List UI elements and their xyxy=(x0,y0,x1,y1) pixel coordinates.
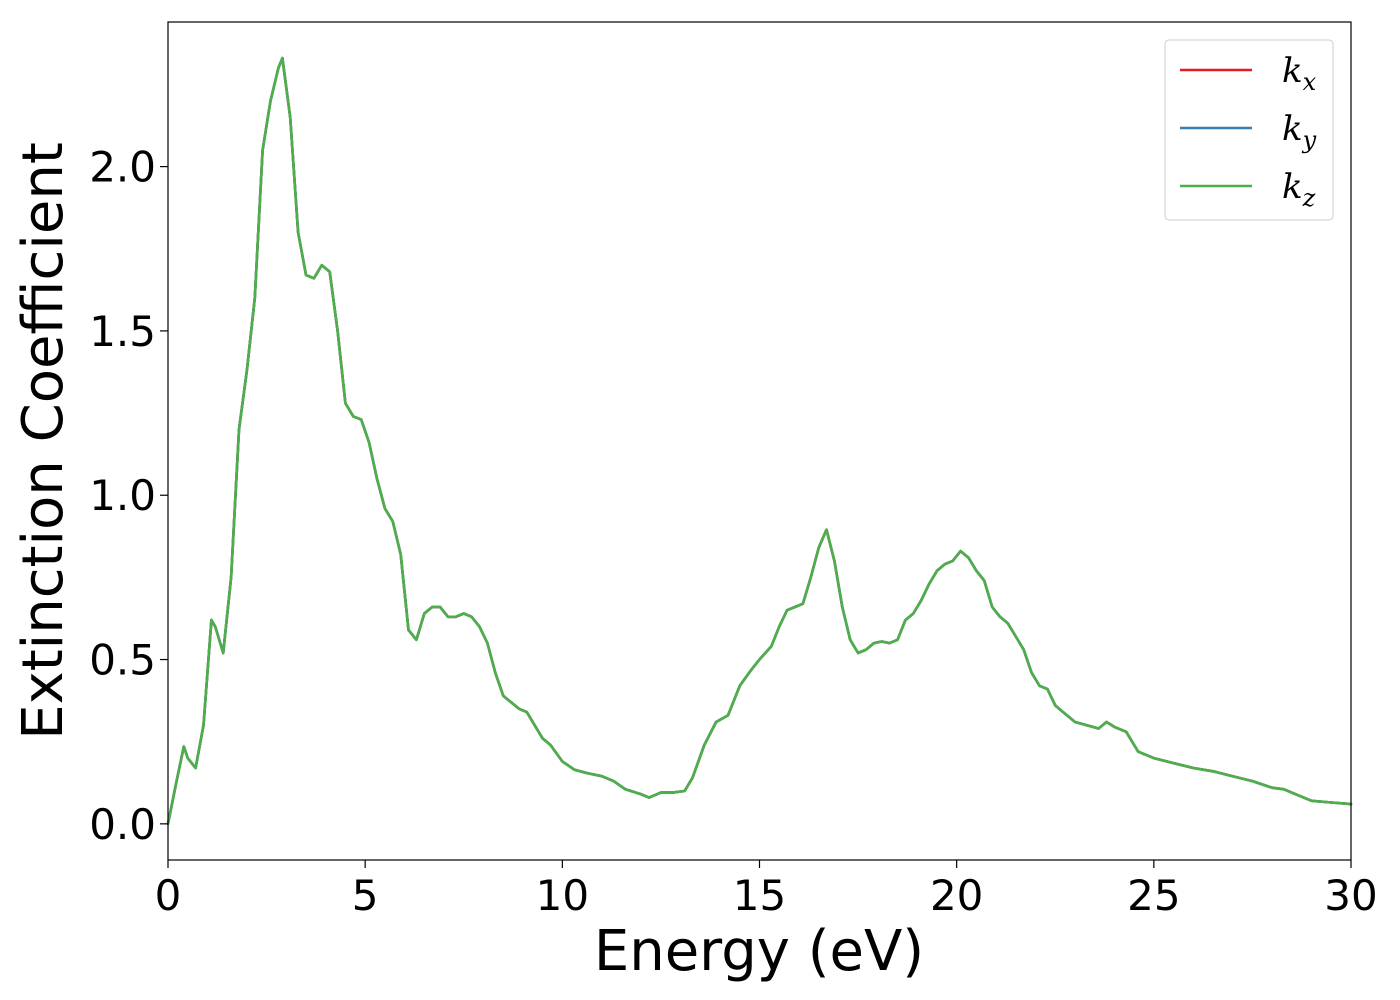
x-tick-label: 5 xyxy=(352,871,379,920)
x-axis-label: Energy (eV) xyxy=(594,919,924,984)
y-tick-label: 1.0 xyxy=(89,471,156,520)
y-tick-label: 1.5 xyxy=(89,307,156,356)
series-line-k-z xyxy=(166,56,1353,826)
x-tick-label: 20 xyxy=(930,871,983,920)
legend-frame xyxy=(1164,39,1334,221)
legend-label-k-x: kx xyxy=(1282,51,1317,96)
y-axis-label: Extinction Coefficient xyxy=(11,142,76,740)
x-tick-label: 30 xyxy=(1324,871,1377,920)
y-tick-label: 0.5 xyxy=(89,636,156,685)
x-tick-label: 25 xyxy=(1127,871,1180,920)
y-axis-ticks: 0.0 0.5 1.0 1.5 2.0 xyxy=(89,143,168,849)
x-axis-ticks: 0 5 10 15 20 25 30 xyxy=(155,860,1378,920)
legend-label-k-z: kz xyxy=(1282,167,1316,212)
legend: kx ky kz xyxy=(1164,39,1334,221)
y-tick-label: 0.0 xyxy=(89,800,156,849)
series-layer xyxy=(166,56,1353,826)
x-tick-label: 15 xyxy=(733,871,786,920)
x-tick-label: 0 xyxy=(155,871,182,920)
legend-label-k-y: ky xyxy=(1282,109,1317,154)
y-tick-label: 2.0 xyxy=(89,143,156,192)
x-tick-label: 10 xyxy=(536,871,589,920)
